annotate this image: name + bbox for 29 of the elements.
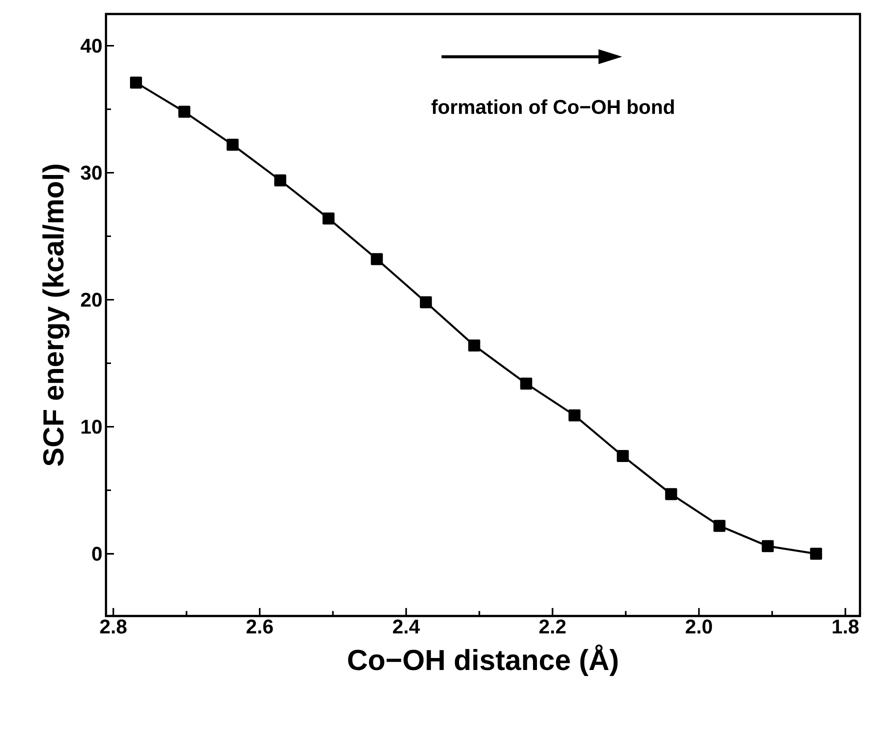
point [713,520,726,532]
x-axis-title: Co−OH distance (Å) [348,644,618,676]
x-tick-label: 2.6 [246,620,273,634]
y-tick-label: 10 [82,420,102,434]
x-tick-label: 2.8 [100,620,127,634]
point [810,548,822,560]
point [130,76,142,89]
y-tick-label: 40 [80,38,102,53]
x-tick-label: 2.2 [539,620,566,634]
point [568,409,580,422]
y-tick-label: 20 [80,292,102,307]
point [520,378,532,390]
point [322,212,335,224]
y-axis-title: SCF energy (kcal/mol) [42,164,70,466]
point [370,253,383,266]
y-tick-label: 30 [80,166,102,180]
x-tick-label: 2.0 [686,620,712,634]
point [468,339,480,352]
point [420,296,432,308]
point [178,106,190,118]
point [665,488,678,500]
x-tick-label: 1.8 [832,620,859,634]
x-tick-label: 2.4 [392,620,420,634]
point [616,450,629,462]
annotation: formation of Co−OH bond [431,99,674,114]
point [274,174,286,186]
point [226,138,239,151]
point [762,540,774,552]
y-tick-label: 0 [92,546,102,561]
